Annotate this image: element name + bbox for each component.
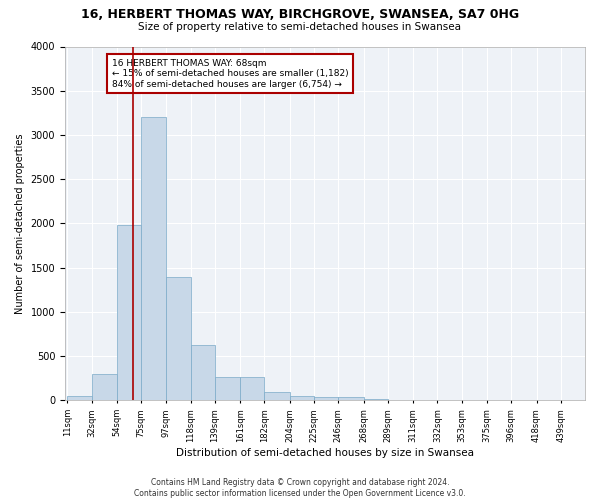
Bar <box>265 392 290 400</box>
Bar <box>67 396 92 400</box>
Bar <box>92 374 117 400</box>
Bar <box>191 344 215 401</box>
Y-axis label: Number of semi-detached properties: Number of semi-detached properties <box>15 133 25 314</box>
Bar <box>141 118 166 401</box>
Text: Size of property relative to semi-detached houses in Swansea: Size of property relative to semi-detach… <box>139 22 461 32</box>
Bar <box>314 398 338 400</box>
Text: 16 HERBERT THOMAS WAY: 68sqm
← 15% of semi-detached houses are smaller (1,182)
8: 16 HERBERT THOMAS WAY: 68sqm ← 15% of se… <box>112 59 349 88</box>
Bar <box>290 396 314 400</box>
X-axis label: Distribution of semi-detached houses by size in Swansea: Distribution of semi-detached houses by … <box>176 448 474 458</box>
Text: 16, HERBERT THOMAS WAY, BIRCHGROVE, SWANSEA, SA7 0HG: 16, HERBERT THOMAS WAY, BIRCHGROVE, SWAN… <box>81 8 519 20</box>
Text: Contains HM Land Registry data © Crown copyright and database right 2024.
Contai: Contains HM Land Registry data © Crown c… <box>134 478 466 498</box>
Bar <box>215 378 240 400</box>
Bar <box>364 399 388 400</box>
Bar <box>240 378 265 400</box>
Bar <box>117 225 141 400</box>
Bar <box>338 398 364 400</box>
Bar <box>166 278 191 400</box>
